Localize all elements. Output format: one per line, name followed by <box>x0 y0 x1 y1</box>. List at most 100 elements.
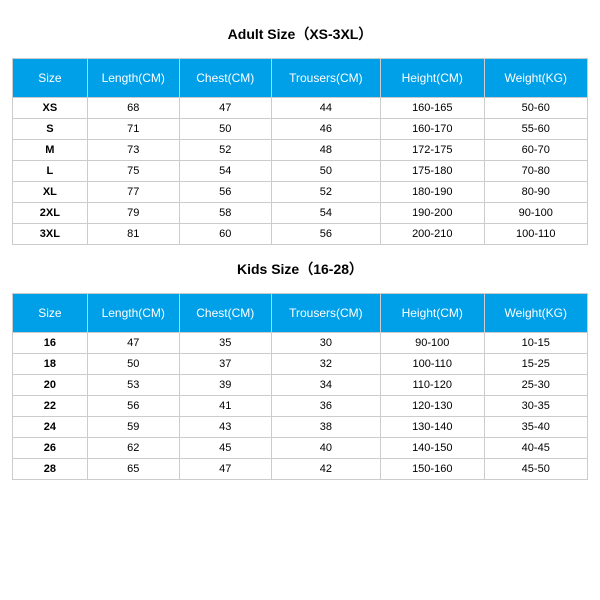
table-cell: 70-80 <box>484 161 588 182</box>
table-cell: 20 <box>13 375 88 396</box>
table-cell: 90-100 <box>381 333 485 354</box>
table-cell: 2XL <box>13 203 88 224</box>
table-cell: 73 <box>87 140 179 161</box>
table-cell: 10-15 <box>484 333 588 354</box>
table-cell: 42 <box>271 459 380 480</box>
table-cell: 56 <box>87 396 179 417</box>
table-cell: 120-130 <box>381 396 485 417</box>
table-cell: 200-210 <box>381 224 485 245</box>
table-cell: XL <box>13 182 88 203</box>
table-cell: 32 <box>271 354 380 375</box>
table-cell: 39 <box>179 375 271 396</box>
table-cell: 52 <box>271 182 380 203</box>
kids-tbody: 1647353090-10010-1518503732100-11015-252… <box>13 333 588 480</box>
table-row: 22564136120-13030-35 <box>13 396 588 417</box>
table-cell: 30-35 <box>484 396 588 417</box>
table-cell: 55-60 <box>484 119 588 140</box>
table-cell: 100-110 <box>484 224 588 245</box>
table-cell: 180-190 <box>381 182 485 203</box>
table-cell: 160-165 <box>381 98 485 119</box>
table-cell: 43 <box>179 417 271 438</box>
table-cell: M <box>13 140 88 161</box>
table-cell: 140-150 <box>381 438 485 459</box>
table-cell: 18 <box>13 354 88 375</box>
table-cell: 60-70 <box>484 140 588 161</box>
kids-section-title: Kids Size（16-28） <box>12 245 588 293</box>
adult-section-title: Adult Size（XS-3XL） <box>12 10 588 58</box>
col-height: Height(CM) <box>381 294 485 333</box>
col-chest: Chest(CM) <box>179 294 271 333</box>
table-cell: 71 <box>87 119 179 140</box>
table-cell: 60 <box>179 224 271 245</box>
table-cell: 47 <box>179 459 271 480</box>
table-cell: 50 <box>271 161 380 182</box>
table-cell: 46 <box>271 119 380 140</box>
table-cell: 81 <box>87 224 179 245</box>
table-cell: 56 <box>271 224 380 245</box>
table-cell: 25-30 <box>484 375 588 396</box>
table-cell: 175-180 <box>381 161 485 182</box>
col-length: Length(CM) <box>87 59 179 98</box>
table-cell: 26 <box>13 438 88 459</box>
col-size: Size <box>13 59 88 98</box>
adult-size-table: Size Length(CM) Chest(CM) Trousers(CM) H… <box>12 58 588 245</box>
col-size: Size <box>13 294 88 333</box>
table-cell: 45-50 <box>484 459 588 480</box>
table-cell: 80-90 <box>484 182 588 203</box>
table-cell: 65 <box>87 459 179 480</box>
table-cell: 150-160 <box>381 459 485 480</box>
table-cell: 54 <box>179 161 271 182</box>
table-cell: S <box>13 119 88 140</box>
table-cell: 38 <box>271 417 380 438</box>
col-length: Length(CM) <box>87 294 179 333</box>
adult-tbody: XS684744160-16550-60S715046160-17055-60M… <box>13 98 588 245</box>
table-cell: 34 <box>271 375 380 396</box>
table-cell: 77 <box>87 182 179 203</box>
table-row: 26624540140-15040-45 <box>13 438 588 459</box>
table-cell: 100-110 <box>381 354 485 375</box>
col-trousers: Trousers(CM) <box>271 294 380 333</box>
table-row: 24594338130-14035-40 <box>13 417 588 438</box>
table-row: XL775652180-19080-90 <box>13 182 588 203</box>
table-header-row: Size Length(CM) Chest(CM) Trousers(CM) H… <box>13 294 588 333</box>
table-cell: 52 <box>179 140 271 161</box>
table-cell: 110-120 <box>381 375 485 396</box>
table-row: 18503732100-11015-25 <box>13 354 588 375</box>
table-cell: 53 <box>87 375 179 396</box>
table-cell: 160-170 <box>381 119 485 140</box>
table-cell: 28 <box>13 459 88 480</box>
kids-size-table: Size Length(CM) Chest(CM) Trousers(CM) H… <box>12 293 588 480</box>
table-cell: 62 <box>87 438 179 459</box>
table-cell: 190-200 <box>381 203 485 224</box>
table-cell: 44 <box>271 98 380 119</box>
table-cell: XS <box>13 98 88 119</box>
col-weight: Weight(KG) <box>484 294 588 333</box>
table-cell: 3XL <box>13 224 88 245</box>
table-cell: 54 <box>271 203 380 224</box>
table-cell: 36 <box>271 396 380 417</box>
table-cell: 30 <box>271 333 380 354</box>
table-cell: L <box>13 161 88 182</box>
table-cell: 50 <box>87 354 179 375</box>
table-cell: 47 <box>179 98 271 119</box>
table-cell: 47 <box>87 333 179 354</box>
col-height: Height(CM) <box>381 59 485 98</box>
table-cell: 90-100 <box>484 203 588 224</box>
col-weight: Weight(KG) <box>484 59 588 98</box>
table-row: 1647353090-10010-15 <box>13 333 588 354</box>
table-cell: 58 <box>179 203 271 224</box>
table-cell: 40-45 <box>484 438 588 459</box>
table-row: XS684744160-16550-60 <box>13 98 588 119</box>
table-cell: 37 <box>179 354 271 375</box>
table-cell: 172-175 <box>381 140 485 161</box>
table-cell: 50 <box>179 119 271 140</box>
table-cell: 75 <box>87 161 179 182</box>
table-cell: 16 <box>13 333 88 354</box>
table-cell: 22 <box>13 396 88 417</box>
table-row: M735248172-17560-70 <box>13 140 588 161</box>
col-trousers: Trousers(CM) <box>271 59 380 98</box>
table-cell: 48 <box>271 140 380 161</box>
table-row: L755450175-18070-80 <box>13 161 588 182</box>
table-cell: 24 <box>13 417 88 438</box>
table-row: 28654742150-16045-50 <box>13 459 588 480</box>
